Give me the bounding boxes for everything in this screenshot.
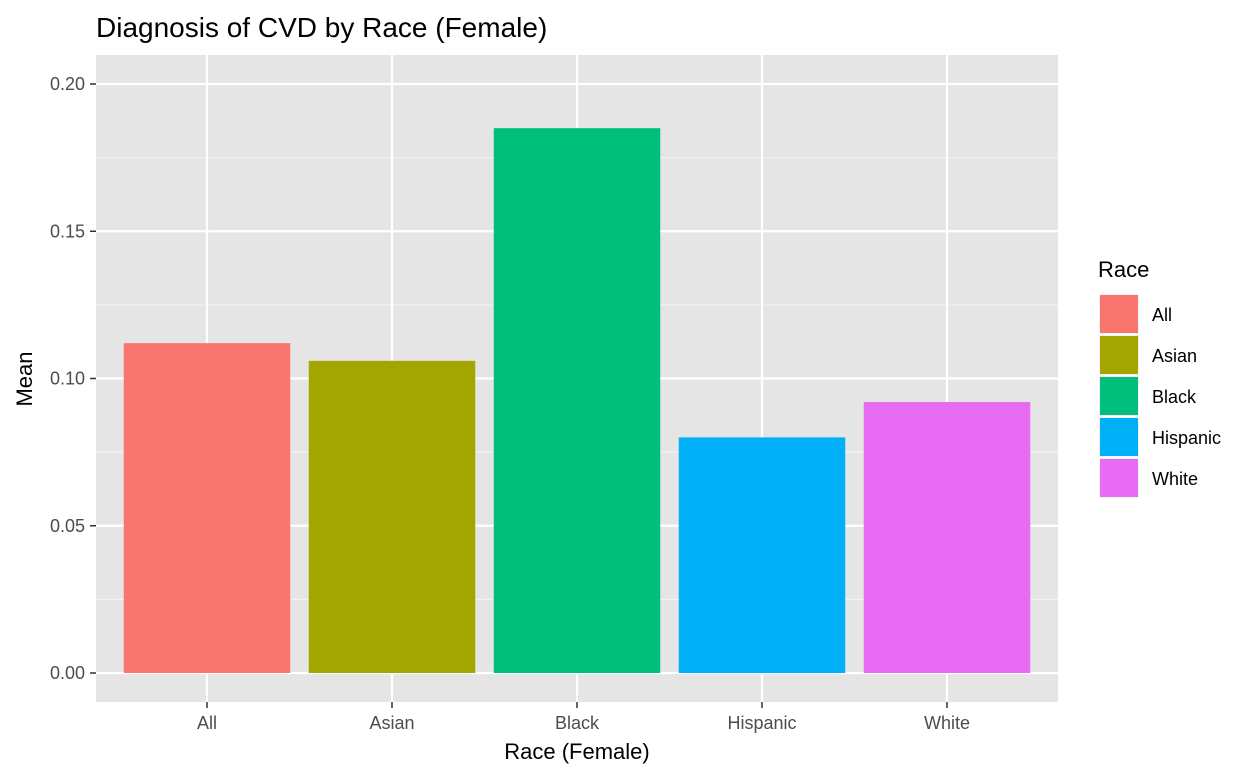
bar-white [863,402,1031,673]
chart-title: Diagnosis of CVD by Race (Female) [96,12,547,43]
y-tick-label: 0.05 [50,516,85,536]
bar-black [493,128,661,674]
x-axis: All Asian Black Hispanic White [197,702,970,733]
legend-label: Hispanic [1152,428,1221,448]
legend-label: Black [1152,387,1197,407]
y-tick-label: 0.10 [50,369,85,389]
bar-all [123,343,291,673]
y-tick-label: 0.20 [50,74,85,94]
x-tick-label: White [924,713,970,733]
legend-title: Race [1098,257,1149,282]
y-axis-title: Mean [12,351,37,406]
bar-hispanic [678,437,846,673]
legend-label: White [1152,469,1198,489]
legend-key-all [1100,295,1138,333]
legend-key-hispanic [1100,418,1138,456]
y-tick-label: 0.15 [50,221,85,241]
y-axis: 0.00 0.05 0.10 0.15 0.20 [50,74,96,683]
x-tick-label: All [197,713,217,733]
bar-asian [308,360,476,673]
legend-key-black [1100,377,1138,415]
x-tick-label: Asian [369,713,414,733]
x-tick-label: Hispanic [727,713,796,733]
bars [123,128,1031,674]
y-tick-label: 0.00 [50,663,85,683]
legend-key-white [1100,459,1138,497]
legend-key-asian [1100,336,1138,374]
legend: All Asian Black Hispanic White [1099,294,1221,498]
x-axis-title: Race (Female) [504,739,649,764]
legend-label: Asian [1152,346,1197,366]
x-tick-label: Black [555,713,600,733]
legend-label: All [1152,305,1172,325]
